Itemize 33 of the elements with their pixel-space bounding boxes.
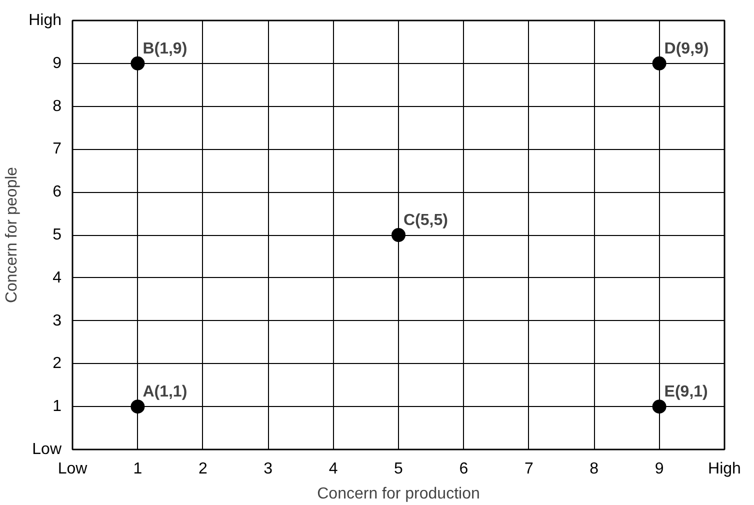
y-tick-label: 4 — [52, 269, 62, 286]
y-tick-label: 2 — [52, 355, 62, 372]
x-tick-label: High — [708, 460, 741, 478]
annotation: C(5,5) — [404, 212, 448, 229]
y-tick-label: 6 — [52, 184, 62, 201]
y-tick-label: 1 — [52, 398, 62, 416]
x-tick-label: 3 — [264, 460, 273, 478]
point — [652, 56, 666, 70]
annotation: D(9,9) — [664, 40, 709, 58]
annotation: B(1,9) — [142, 40, 188, 58]
x-tick-label: 5 — [394, 460, 404, 478]
y-tick-label: 9 — [52, 54, 62, 72]
point — [652, 400, 666, 414]
y-tick-label: Low — [32, 441, 62, 458]
y-tick-label: High — [28, 12, 62, 29]
y-tick-label: 8 — [52, 98, 62, 115]
annotation: A(1,1) — [142, 384, 188, 401]
y-tick-label: 7 — [52, 140, 62, 158]
x-tick-label: 8 — [590, 460, 599, 478]
x-axis-title: Concern for production — [317, 486, 480, 502]
x-tick-label: 7 — [524, 460, 534, 478]
x-tick-label: 1 — [133, 460, 142, 478]
x-tick-label: 6 — [459, 460, 468, 478]
x-tick-label: 4 — [328, 460, 338, 478]
point — [130, 56, 145, 70]
y-tick-label: 3 — [52, 312, 62, 330]
point — [392, 228, 406, 242]
y-tick-label: 5 — [52, 226, 62, 244]
point — [130, 400, 145, 414]
x-tick-label: 2 — [198, 460, 208, 478]
annotation: E(9,1) — [664, 384, 708, 401]
x-tick-label: 9 — [654, 460, 664, 478]
y-axis-title: Concern for people — [4, 166, 21, 304]
